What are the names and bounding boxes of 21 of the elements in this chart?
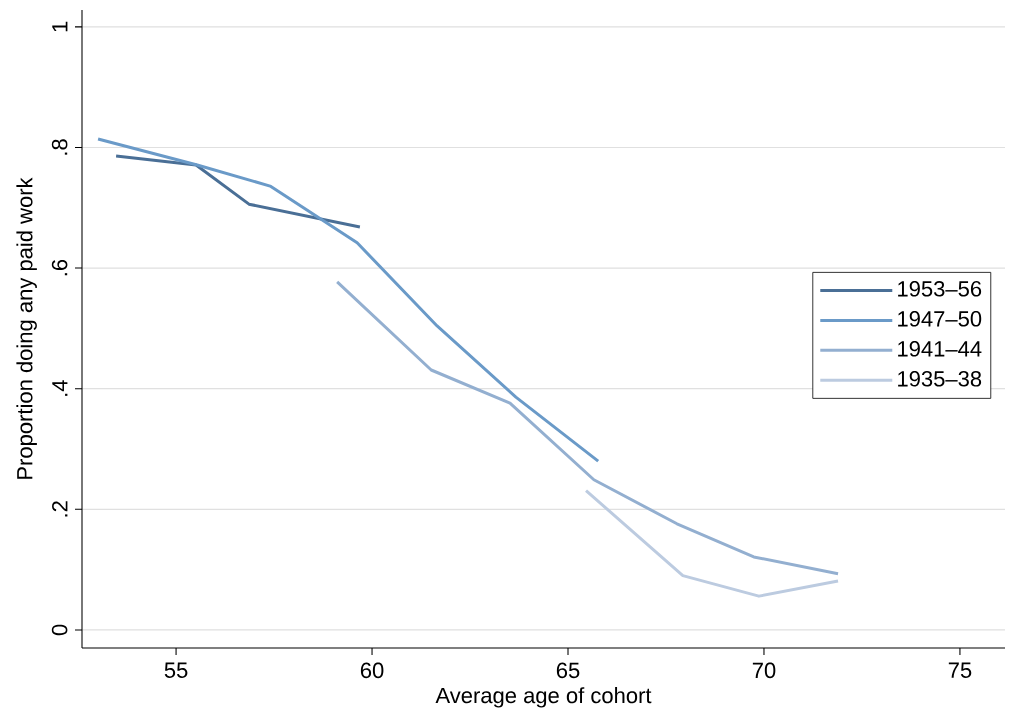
legend-label: 1953–56 xyxy=(898,281,982,297)
x-tick-label: 60 xyxy=(360,662,384,679)
line-series xyxy=(114,154,362,229)
y-tick-label: 1 xyxy=(52,21,68,32)
line-series xyxy=(335,280,840,576)
x-tick-label: 70 xyxy=(752,662,776,679)
y-tick-label: .6 xyxy=(51,259,68,276)
x-axis-title: Average age of cohort xyxy=(435,687,652,708)
line-series xyxy=(584,489,840,598)
x-tick-label: 55 xyxy=(164,662,188,678)
y-tick-label: 0 xyxy=(51,624,68,636)
y-tick-label: .2 xyxy=(52,501,68,517)
x-tick-label: 75 xyxy=(948,662,972,678)
legend-label: 1941–44 xyxy=(898,341,982,357)
legend-label: 1935–38 xyxy=(898,371,982,387)
y-tick-label: .4 xyxy=(52,380,68,396)
x-tick-label: 65 xyxy=(556,662,580,679)
line-series xyxy=(96,137,600,463)
y-tick-label: .8 xyxy=(51,139,68,155)
legend-label: 1947–50 xyxy=(898,311,982,327)
y-axis-title: Proportion doing any paid work xyxy=(16,177,37,479)
